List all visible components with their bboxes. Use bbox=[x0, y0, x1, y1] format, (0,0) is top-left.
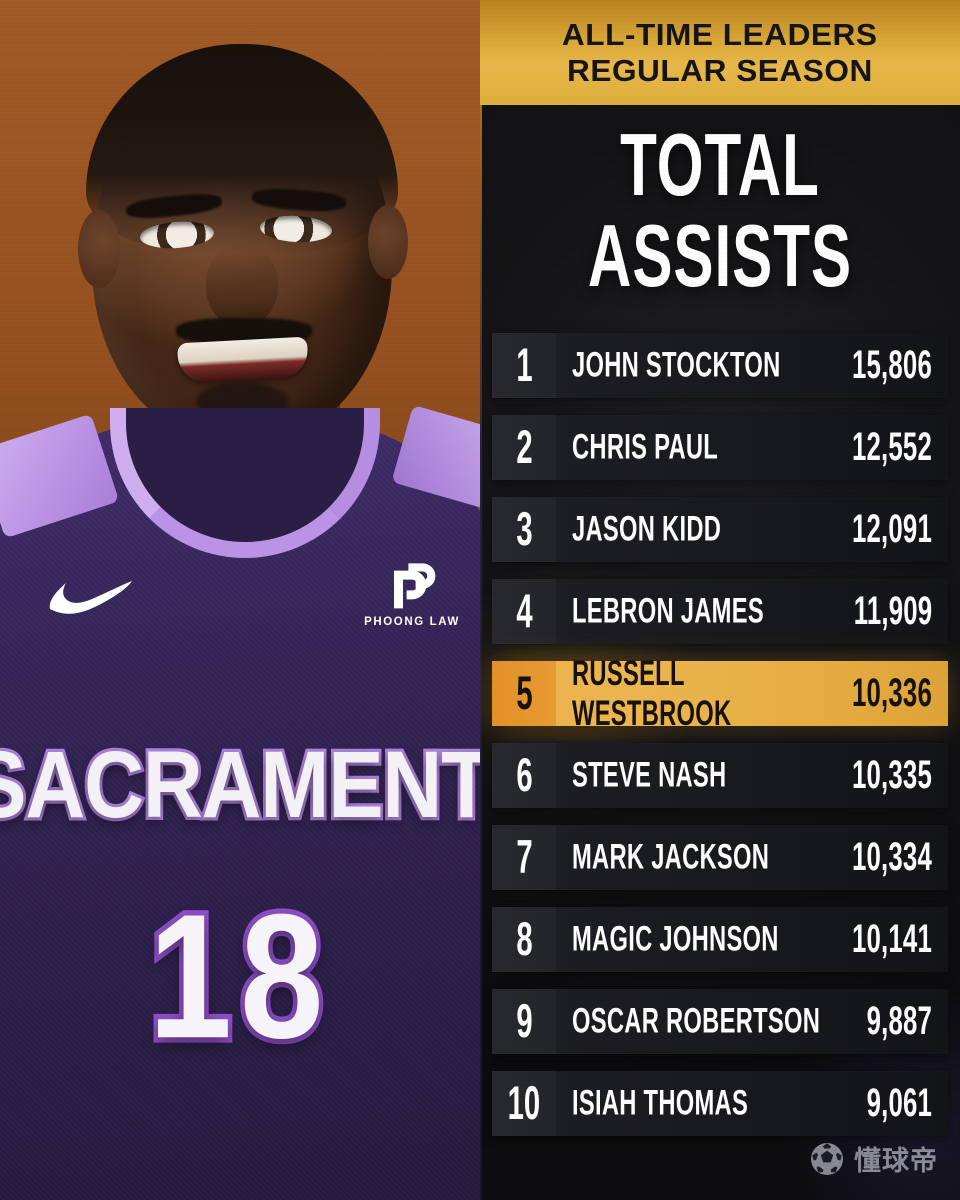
assists-value-cell: 15,806 bbox=[839, 333, 948, 398]
table-row[interactable]: 7 MARK JACKSON 10,334 bbox=[492, 825, 948, 890]
ear-right bbox=[368, 205, 408, 279]
watermark-text: 懂球帝 bbox=[854, 1146, 938, 1177]
rank-cell: 3 bbox=[492, 497, 556, 562]
player-name: ISIAH THOMAS bbox=[572, 1083, 749, 1123]
player-name: MARK JACKSON bbox=[572, 837, 770, 877]
player-name: JOHN STOCKTON bbox=[572, 345, 781, 385]
assists-value: 10,336 bbox=[852, 670, 932, 715]
assists-value-cell: 9,887 bbox=[856, 989, 948, 1054]
assists-value-cell: 11,909 bbox=[841, 579, 948, 644]
rank-cell: 1 bbox=[492, 333, 556, 398]
panel-header: ALL-TIME LEADERS REGULAR SEASON bbox=[480, 0, 960, 105]
header-line-1: ALL-TIME LEADERS bbox=[562, 16, 878, 52]
rank-cell: 4 bbox=[492, 579, 556, 644]
player-name-cell: MAGIC JOHNSON bbox=[556, 907, 839, 972]
player-name-cell: OSCAR ROBERTSON bbox=[556, 989, 856, 1054]
jersey-team-name: SACRAMENTO bbox=[0, 728, 480, 841]
assists-value: 10,335 bbox=[852, 752, 932, 797]
assists-value-cell: 10,141 bbox=[839, 907, 948, 972]
watermark: 懂球帝 bbox=[810, 1139, 938, 1178]
assists-value: 12,091 bbox=[852, 506, 932, 551]
rank-value: 4 bbox=[515, 585, 533, 638]
sponsor-text: PHOONG LAW bbox=[364, 616, 460, 628]
player-name: OSCAR ROBERTSON bbox=[572, 1001, 821, 1041]
table-row[interactable]: 3 JASON KIDD 12,091 bbox=[492, 497, 948, 562]
stats-panel: ALL-TIME LEADERS REGULAR SEASON TOTAL AS… bbox=[480, 0, 960, 1200]
nose bbox=[206, 246, 278, 328]
player-name-cell: RUSSELL WESTBROOK bbox=[556, 653, 839, 732]
player-name: RUSSELL WESTBROOK bbox=[572, 653, 732, 733]
assists-value-cell: 10,334 bbox=[839, 825, 948, 890]
hair bbox=[86, 44, 398, 254]
header-line-2: REGULAR SEASON bbox=[567, 52, 873, 88]
panel-left-accent-bar bbox=[480, 0, 482, 1200]
jersey-sponsor-patch: PHOONG LAW bbox=[352, 558, 472, 628]
player-name: MAGIC JOHNSON bbox=[572, 919, 779, 959]
player-figure: PHOONG LAW SACRAMENTO 18 bbox=[0, 44, 480, 1200]
player-name-cell: ISIAH THOMAS bbox=[556, 1071, 856, 1136]
table-row[interactable]: 8 MAGIC JOHNSON 10,141 bbox=[492, 907, 948, 972]
rank-cell: 10 bbox=[492, 1071, 556, 1136]
rank-value: 1 bbox=[515, 339, 533, 392]
assists-value-cell: 9,061 bbox=[856, 1071, 948, 1136]
player-name-cell: STEVE NASH bbox=[556, 743, 839, 808]
table-row[interactable]: 5 RUSSELL WESTBROOK 10,336 bbox=[492, 653, 948, 733]
rank-value: 6 bbox=[515, 749, 533, 802]
assists-value: 10,141 bbox=[852, 916, 932, 961]
jersey-number: 18 bbox=[144, 871, 332, 1080]
rank-cell: 2 bbox=[492, 415, 556, 480]
jersey bbox=[0, 418, 480, 1200]
phoong-law-logo-icon bbox=[385, 558, 439, 612]
player-name: LEBRON JAMES bbox=[572, 591, 764, 631]
assists-value: 12,552 bbox=[852, 424, 932, 469]
rank-cell: 8 bbox=[492, 907, 556, 972]
rank-value: 10 bbox=[507, 1077, 541, 1130]
assists-value: 15,806 bbox=[852, 342, 932, 387]
assists-value: 9,061 bbox=[866, 1080, 932, 1125]
player-name-cell: JASON KIDD bbox=[556, 497, 839, 562]
table-row[interactable]: 1 JOHN STOCKTON 15,806 bbox=[492, 333, 948, 398]
assists-value: 10,334 bbox=[852, 834, 932, 879]
rank-cell: 6 bbox=[492, 743, 556, 808]
player-name-cell: CHRIS PAUL bbox=[556, 415, 839, 480]
nike-swoosh-icon bbox=[48, 578, 132, 618]
player-name: STEVE NASH bbox=[572, 755, 727, 795]
rank-cell: 7 bbox=[492, 825, 556, 890]
assists-value: 9,887 bbox=[866, 998, 932, 1043]
rank-cell: 9 bbox=[492, 989, 556, 1054]
rank-value: 2 bbox=[515, 421, 533, 474]
assists-value-cell: 12,552 bbox=[839, 415, 948, 480]
leaderboard-list: 1 JOHN STOCKTON 15,806 2 CHRIS PAUL 12,552 3 JA… bbox=[480, 333, 960, 1153]
table-row[interactable]: 10 ISIAH THOMAS 9,061 bbox=[492, 1071, 948, 1136]
page-title: TOTAL ASSISTS bbox=[587, 116, 853, 306]
mouth bbox=[177, 336, 309, 384]
ear-left bbox=[78, 210, 120, 288]
player-name: JASON KIDD bbox=[572, 509, 722, 549]
table-row[interactable]: 6 STEVE NASH 10,335 bbox=[492, 743, 948, 808]
rank-value: 7 bbox=[515, 831, 533, 884]
rank-value: 5 bbox=[515, 667, 533, 720]
rank-value: 8 bbox=[515, 913, 533, 966]
table-row[interactable]: 2 CHRIS PAUL 12,552 bbox=[492, 415, 948, 480]
table-row[interactable]: 4 LEBRON JAMES 11,909 bbox=[492, 579, 948, 644]
assists-value-cell: 10,335 bbox=[839, 743, 948, 808]
player-photo: PHOONG LAW SACRAMENTO 18 bbox=[0, 0, 480, 1200]
assists-value-cell: 12,091 bbox=[839, 497, 948, 562]
rank-value: 9 bbox=[515, 995, 533, 1048]
assists-value: 11,909 bbox=[853, 588, 932, 633]
table-row[interactable]: 9 OSCAR ROBERTSON 9,887 bbox=[492, 989, 948, 1054]
soccer-ball-icon bbox=[810, 1142, 844, 1176]
player-name-cell: JOHN STOCKTON bbox=[556, 333, 839, 398]
player-name-cell: MARK JACKSON bbox=[556, 825, 839, 890]
player-name-cell: LEBRON JAMES bbox=[556, 579, 841, 644]
player-name: CHRIS PAUL bbox=[572, 427, 719, 467]
rank-cell: 5 bbox=[492, 661, 556, 726]
assists-value-cell: 10,336 bbox=[839, 661, 948, 726]
rank-value: 3 bbox=[515, 503, 533, 556]
